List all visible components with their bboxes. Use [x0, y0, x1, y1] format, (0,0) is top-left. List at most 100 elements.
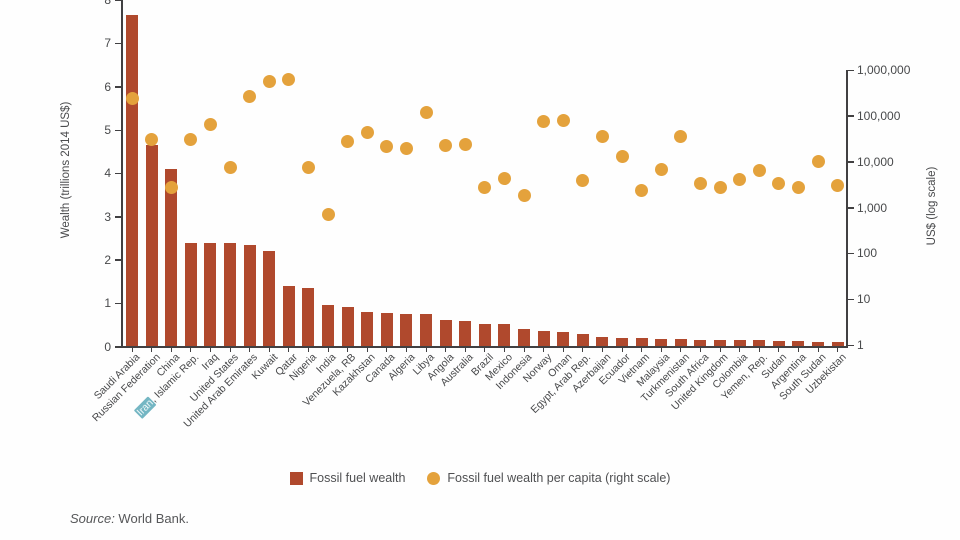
right-y-tick [848, 161, 854, 163]
x-tick [170, 346, 172, 352]
left-y-tick [115, 302, 121, 305]
left-y-tick-label: 8 [104, 0, 111, 8]
left-y-tick [115, 172, 121, 175]
bar-series-swatch-icon [289, 471, 303, 485]
bar-egypt-arab-rep [576, 334, 589, 347]
bar-mexico [498, 324, 511, 347]
right-y-tick-label: 10,000 [857, 154, 894, 169]
dot-vietnam [635, 184, 649, 198]
source-text: World Bank. [114, 511, 189, 526]
dot-united-arab-emirates [243, 90, 257, 104]
right-y-tick [848, 69, 854, 72]
right-y-tick-label: 10 [857, 292, 871, 307]
x-tick [307, 346, 309, 352]
bar-ecuador [616, 337, 628, 347]
dot-egypt-arab-rep [576, 173, 590, 187]
bar-oman [557, 332, 570, 347]
bar-indonesia [518, 329, 530, 347]
dot-russian-federation [145, 132, 159, 146]
dot-argentina [791, 180, 805, 194]
dot-canada [380, 140, 394, 154]
dot-malaysia [654, 163, 668, 177]
right-y-tick [848, 252, 854, 255]
bar-russian-federation [145, 145, 158, 347]
bar-kazakhstan [361, 311, 374, 347]
dot-azerbaijan [595, 130, 609, 144]
x-tick [758, 346, 760, 352]
dot-south-sudan [811, 155, 825, 169]
x-tick [503, 346, 505, 352]
dot-yemen-rep [752, 164, 766, 178]
right-y-tick-label: 100,000 [857, 108, 901, 123]
bar-angola [439, 320, 452, 347]
left-y-tick [115, 346, 121, 348]
bar-south-africa [694, 339, 707, 347]
bar-norway [537, 330, 550, 347]
dot-south-africa [693, 177, 707, 191]
x-tick [797, 346, 799, 352]
x-tick [347, 346, 349, 352]
bar-kuwait [263, 251, 276, 347]
dot-oman [556, 114, 570, 128]
dot-nigeria [301, 161, 315, 175]
bar-turkmenistan [674, 339, 687, 347]
bar-sudan [772, 340, 785, 347]
x-tick [366, 346, 368, 352]
right-y-tick [848, 298, 854, 301]
x-tick [543, 346, 545, 352]
x-tick [464, 346, 466, 352]
x-tick [484, 346, 486, 352]
left-y-tick [115, 216, 121, 218]
x-tick [209, 346, 211, 352]
right-y-tick-label: 100 [857, 246, 878, 261]
bar-iraq [204, 242, 217, 347]
dot-ecuador [615, 149, 629, 163]
dot-turkmenistan [674, 130, 688, 144]
dot-norway [537, 115, 551, 129]
bar-iran-islamic-rep [184, 242, 197, 347]
left-axis-title: Wealth (trillions 2014 US$) [60, 101, 72, 239]
right-y-tick [848, 115, 854, 117]
left-y-tick-label: 4 [104, 166, 111, 181]
bar-united-kingdom [714, 340, 726, 347]
x-tick [288, 346, 290, 352]
right-y-tick-label: 1,000,000 [857, 63, 911, 78]
left-y-tick-label: 5 [104, 123, 111, 137]
dot-iraq [203, 117, 217, 131]
right-y-tick-label: 1,000 [857, 200, 888, 215]
bar-malaysia [655, 338, 668, 347]
source-prefix: Source: [70, 511, 115, 526]
dot-colombia [733, 173, 747, 187]
bar-saudi-arabia [126, 15, 138, 347]
dot-venezuela-rb [341, 134, 355, 148]
bar-south-sudan [812, 341, 824, 347]
dot-india [321, 208, 335, 222]
dot-kuwait [262, 75, 276, 89]
dot-uzbekistan [831, 179, 845, 193]
dot-china [164, 180, 178, 194]
left-y-tick-label: 1 [104, 296, 111, 311]
x-tick [621, 346, 623, 352]
x-tick [386, 346, 388, 352]
bar-vietnam [635, 338, 648, 347]
bar-brazil [478, 324, 491, 347]
dot-united-kingdom [713, 180, 727, 194]
dot-qatar [282, 73, 296, 87]
bar-libya [420, 314, 432, 347]
dot-angola [439, 139, 453, 153]
left-y-axis-line [121, 0, 123, 347]
dot-brazil [478, 180, 492, 194]
legend-item-per-capita: Fossil fuel wealth per capita (right sca… [427, 471, 670, 485]
x-tick [660, 346, 662, 352]
dot-kazakhstan [360, 125, 374, 139]
x-tick [327, 346, 329, 352]
x-tick [837, 346, 839, 352]
x-tick [523, 346, 525, 352]
dot-algeria [399, 142, 413, 156]
bar-yemen-rep [753, 340, 766, 347]
left-y-tick [115, 259, 121, 261]
right-y-tick [848, 344, 854, 346]
left-y-tick [115, 42, 121, 45]
left-y-tick-label: 3 [104, 209, 111, 224]
